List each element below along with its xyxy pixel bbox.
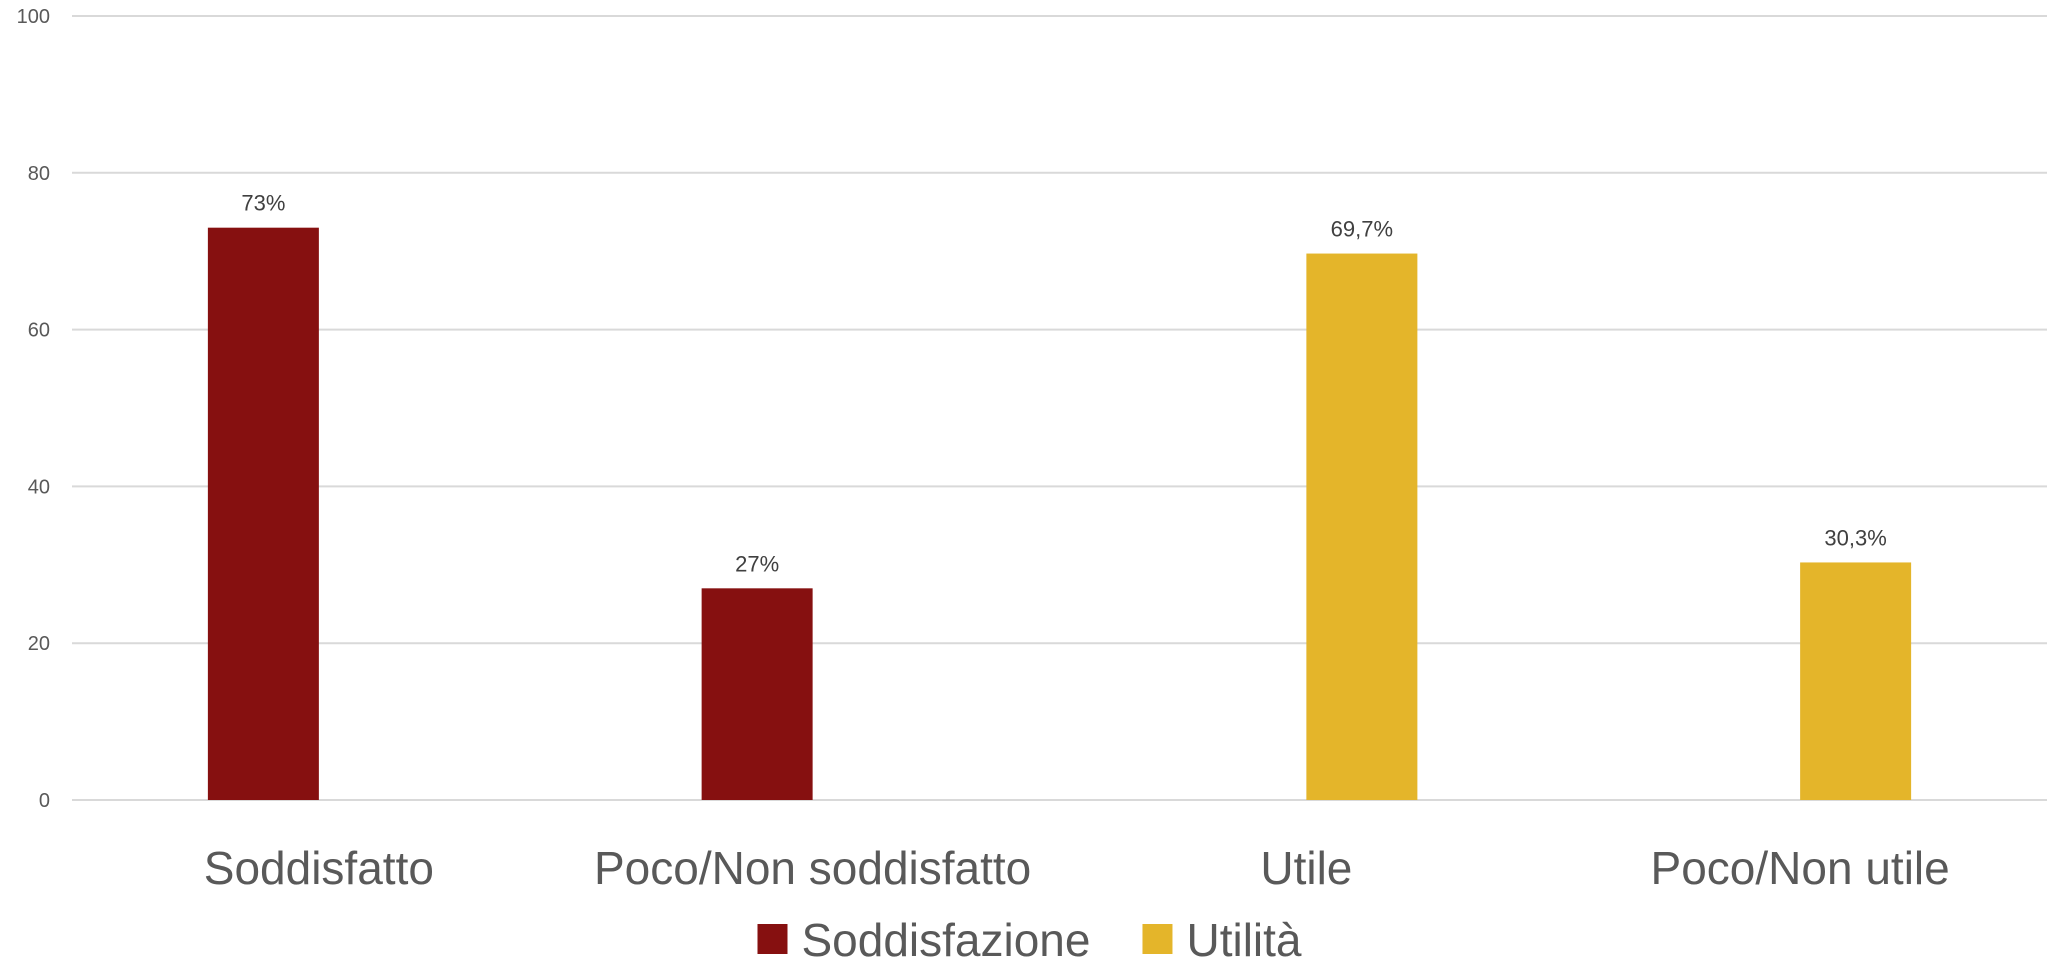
legend: Soddisfazione Utilità [757, 914, 1302, 966]
bars [207, 227, 1912, 800]
y-tick-label: 100 [17, 6, 50, 28]
bar-soddisfazione-1 [701, 588, 813, 800]
y-tick-label: 80 [28, 163, 50, 185]
legend-item-0: Soddisfazione [757, 914, 1090, 966]
legend-swatch [1142, 924, 1173, 954]
gridlines [72, 15, 2047, 801]
legend-label: Soddisfazione [801, 914, 1090, 966]
y-tick-label: 0 [39, 790, 50, 812]
y-tick-label: 60 [28, 320, 50, 342]
legend-label: Utilità [1186, 914, 1301, 966]
y-tick-label: 40 [28, 476, 50, 498]
y-axis-tick-labels: 0 20 40 60 80 100 [17, 6, 50, 812]
data-label: 73% [241, 191, 285, 216]
bar-utilit--2 [1306, 253, 1418, 800]
bar-soddisfazione-0 [207, 227, 319, 800]
data-label: 27% [735, 551, 779, 576]
category-label: Poco/Non soddisfatto [594, 842, 1031, 894]
data-labels: 73% 27% 69,7% 30,3% [241, 191, 1886, 577]
category-label: Utile [1260, 842, 1352, 894]
bar-utilit--3 [1800, 562, 1912, 800]
x-axis-category-labels: Soddisfatto Poco/Non soddisfatto Utile Poco… [204, 842, 1950, 894]
data-label: 30,3% [1824, 525, 1886, 550]
legend-swatch [757, 924, 788, 954]
category-label: Poco/Non utile [1651, 842, 1950, 894]
y-tick-label: 20 [28, 633, 50, 655]
legend-item-1: Utilità [1142, 914, 1302, 966]
category-label: Soddisfatto [204, 842, 434, 894]
data-label: 69,7% [1331, 217, 1393, 242]
